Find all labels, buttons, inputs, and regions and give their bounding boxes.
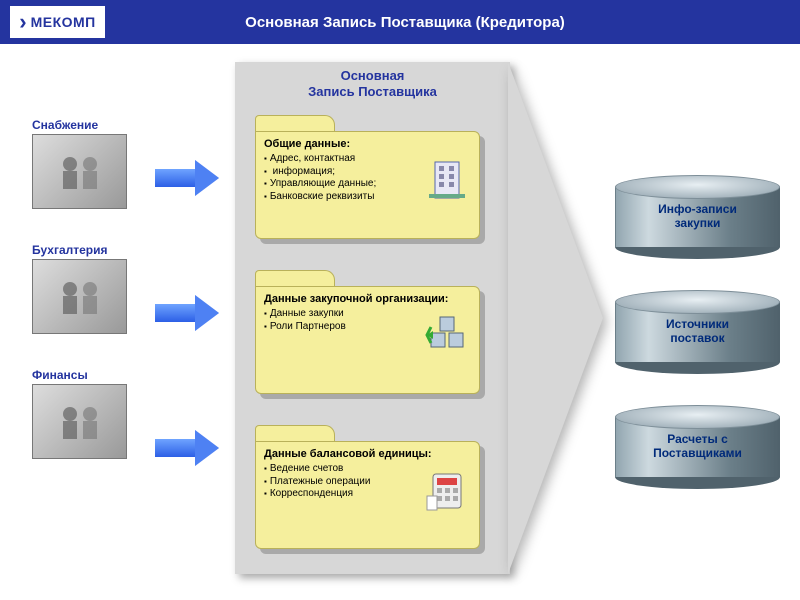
source-image-placeholder — [32, 134, 127, 209]
flow-arrow — [155, 295, 225, 331]
big-arrow-head — [508, 62, 603, 574]
flow-arrow — [155, 160, 225, 196]
calculator-icon — [425, 468, 469, 512]
people-icon — [55, 152, 105, 192]
source-item: Снабжение — [32, 118, 162, 209]
cylinder-label: Инфо-записизакупки — [652, 203, 743, 231]
cylinder: Источникипоставок — [615, 290, 780, 374]
source-label: Снабжение — [32, 118, 162, 132]
cylinder-label: Расчеты сПоставщиками — [647, 433, 748, 461]
boxes-icon — [425, 313, 469, 357]
folder-title: Данные балансовой единицы: — [264, 448, 471, 460]
folder-title: Данные закупочной организации: — [264, 293, 471, 305]
sources-column: Снабжение Бухгалтерия Финансы — [32, 118, 162, 493]
people-icon — [55, 402, 105, 442]
source-label: Бухгалтерия — [32, 243, 162, 257]
folder: Данные балансовой единицы: Ведение счето… — [255, 425, 485, 550]
header-bar: › МЕКОМП Основная Запись Поставщика (Кре… — [0, 0, 800, 44]
source-item: Финансы — [32, 368, 162, 459]
folder: Данные закупочной организации: Данные за… — [255, 270, 485, 395]
source-item: Бухгалтерия — [32, 243, 162, 334]
source-image-placeholder — [32, 384, 127, 459]
cylinder-label: Источникипоставок — [660, 318, 735, 346]
center-title-line: Основная — [341, 68, 405, 83]
folder: Общие данные: Адрес, контактная информац… — [255, 115, 485, 240]
source-image-placeholder — [32, 259, 127, 334]
flow-arrow — [155, 430, 225, 466]
people-icon — [55, 277, 105, 317]
folder-title: Общие данные: — [264, 138, 471, 150]
center-title: Основная Запись Поставщика — [235, 62, 510, 101]
logo: › МЕКОМП — [10, 6, 105, 38]
center-title-line: Запись Поставщика — [308, 84, 437, 99]
header-title: Основная Запись Поставщика (Кредитора) — [105, 14, 705, 31]
cylinder: Инфо-записизакупки — [615, 175, 780, 259]
logo-chevron-icon: › — [19, 9, 26, 35]
source-label: Финансы — [32, 368, 162, 382]
cylinder: Расчеты сПоставщиками — [615, 405, 780, 489]
logo-text: МЕКОМП — [31, 14, 96, 30]
building-icon — [425, 158, 469, 202]
